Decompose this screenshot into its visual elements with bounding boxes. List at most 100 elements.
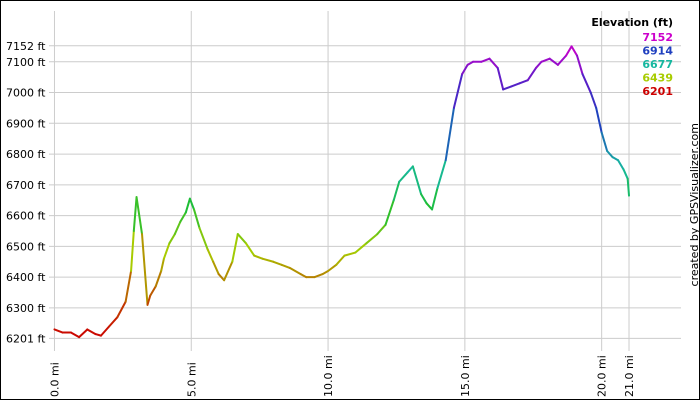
profile-segment-0-49 <box>392 180 401 202</box>
profile-segment-0-21 <box>179 211 187 223</box>
profile-segment-0-8 <box>116 300 127 319</box>
profile-segment-0-62 <box>480 57 491 63</box>
profile-segment-0-25 <box>198 226 209 251</box>
profile-segment-0-11 <box>132 196 138 232</box>
profile-segment-0-14 <box>146 294 152 306</box>
profile-segment-0-79 <box>600 131 609 152</box>
profile-segment-0-13 <box>141 233 149 306</box>
profile-segment-0-24 <box>193 208 201 229</box>
profile-segment-0-50 <box>398 171 409 183</box>
profile-segment-0-66 <box>510 82 521 88</box>
profile-segment-0-31 <box>236 233 247 245</box>
profile-segment-0-10 <box>130 230 135 272</box>
legend-entry-0: 7152 <box>642 31 673 44</box>
profile-segment-0-78 <box>595 106 603 134</box>
x-axis-ticks: 0.0 mi 5.0 mi 10.0 mi 15.0 mi 20.0 mi 21.0 mi <box>48 355 636 397</box>
y-tick-label-7: 6900 ft <box>6 117 46 130</box>
y-tick-label-5: 6700 ft <box>6 179 46 192</box>
x-tick-label-0: 0.0 mi <box>48 362 61 397</box>
profile-segment-0-53 <box>420 193 428 205</box>
legend-entry-1: 6914 <box>642 45 673 58</box>
profile-segment-0-22 <box>184 197 191 214</box>
profile-segment-0-15 <box>149 285 157 297</box>
y-tick-label-4: 6600 ft <box>6 210 46 223</box>
profile-segment-0-68 <box>526 66 537 82</box>
profile-segment-0-18 <box>162 242 171 260</box>
profile-segment-0-17 <box>160 257 165 272</box>
profile-segment-0-41 <box>321 270 330 276</box>
x-tick-label-1: 5.0 mi <box>185 362 198 397</box>
legend-entry-4: 6201 <box>642 85 673 98</box>
x-tick-label-4: 20.0 mi <box>596 355 609 397</box>
profile-segment-0-35 <box>272 260 283 266</box>
elevation-profile-line <box>53 45 631 339</box>
x-tick-label-3: 15.0 mi <box>459 355 472 397</box>
x-tick-label-5: 21.0 mi <box>623 355 636 397</box>
profile-segment-0-33 <box>253 254 264 260</box>
profile-segment-0-46 <box>365 233 379 245</box>
profile-segment-0-70 <box>540 57 551 63</box>
profile-segment-0-51 <box>406 165 414 174</box>
profile-segment-0-26 <box>206 248 215 263</box>
profile-segment-0-44 <box>343 251 357 257</box>
y-tick-label-2: 6400 ft <box>6 271 46 284</box>
profile-segment-0-20 <box>173 220 182 236</box>
profile-segment-0-43 <box>335 254 346 266</box>
profile-segment-0-48 <box>384 199 395 226</box>
profile-segment-0-60 <box>466 60 475 66</box>
profile-segment-0-23 <box>188 197 196 211</box>
profile-segment-0-56 <box>436 159 447 189</box>
profile-segment-0-29 <box>223 260 234 282</box>
profile-segment-0-45 <box>354 242 368 254</box>
profile-segment-0-81 <box>611 156 620 162</box>
profile-segment-0-71 <box>548 57 559 66</box>
x-tick-label-2: 10.0 mi <box>322 355 335 397</box>
profile-segment-0-52 <box>411 165 423 196</box>
profile-segment-0-2 <box>69 331 81 339</box>
profile-segment-0-12 <box>135 196 144 236</box>
profile-segment-0-69 <box>534 60 543 69</box>
y-tick-label-10: 7152 ft <box>6 40 46 53</box>
profile-segment-0-36 <box>280 263 291 269</box>
profile-segment-0-75 <box>576 54 584 76</box>
profile-segment-0-37 <box>288 266 302 276</box>
profile-segment-0-64 <box>496 66 505 91</box>
profile-segment-0-58 <box>452 73 464 109</box>
profile-segment-0-83 <box>622 168 629 180</box>
profile-segment-0-47 <box>376 223 387 236</box>
profile-segment-0-63 <box>488 57 499 69</box>
credit-text: created by GPSVisualizer.com <box>688 123 700 286</box>
profile-segment-0-74 <box>570 45 579 57</box>
profile-segment-0-32 <box>244 242 256 257</box>
y-tick-label-9: 7100 ft <box>6 56 46 69</box>
profile-segment-0-27 <box>212 260 220 276</box>
profile-segment-0-3 <box>78 328 89 339</box>
profile-segment-0-84 <box>626 177 631 197</box>
profile-segment-0-73 <box>565 45 573 57</box>
profile-segment-0-9 <box>124 270 133 303</box>
profile-segment-0-0 <box>53 328 64 334</box>
profile-segment-0-42 <box>327 263 338 272</box>
y-tick-label-3: 6500 ft <box>6 240 46 253</box>
profile-segment-0-80 <box>606 150 614 159</box>
profile-segment-0-76 <box>581 73 592 94</box>
profile-segment-0-40 <box>313 273 324 279</box>
profile-segment-0-28 <box>217 273 226 282</box>
profile-segment-0-30 <box>231 233 239 263</box>
profile-segment-0-59 <box>461 63 469 76</box>
profile-segment-0-77 <box>589 91 598 109</box>
profile-segment-0-34 <box>261 257 275 263</box>
profile-segment-0-55 <box>431 186 439 211</box>
profile-segment-0-54 <box>425 202 434 211</box>
profile-segment-0-16 <box>154 270 163 288</box>
y-tick-label-6: 6800 ft <box>6 148 46 161</box>
profile-segment-0-19 <box>168 233 176 245</box>
y-tick-label-1: 6300 ft <box>6 302 46 315</box>
grid <box>49 11 681 351</box>
profile-segment-0-57 <box>444 106 455 162</box>
profile-segment-0-7 <box>108 316 119 328</box>
legend-entry-3: 6439 <box>642 72 673 85</box>
